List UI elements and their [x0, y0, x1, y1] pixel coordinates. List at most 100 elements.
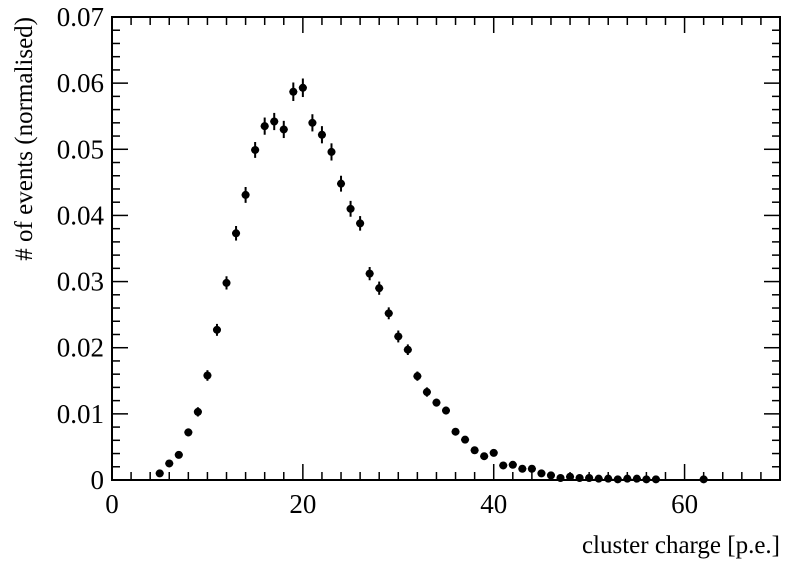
- data-point: [174, 450, 183, 459]
- marker: [337, 179, 346, 188]
- marker: [585, 474, 594, 483]
- data-point: [432, 398, 441, 407]
- marker: [651, 475, 660, 484]
- marker: [508, 460, 517, 469]
- data-point: [480, 452, 489, 461]
- marker: [222, 278, 231, 287]
- data-point: [222, 276, 231, 290]
- data-point: [365, 267, 374, 281]
- marker: [241, 190, 250, 199]
- data-point: [537, 469, 546, 478]
- data-point: [518, 464, 527, 473]
- data-point: [212, 323, 221, 336]
- data-point: [699, 475, 708, 484]
- marker: [642, 475, 651, 484]
- marker: [308, 118, 317, 127]
- marker: [480, 452, 489, 461]
- data-point: [251, 142, 260, 158]
- plot-frame: [111, 16, 781, 481]
- marker: [537, 469, 546, 478]
- marker: [375, 284, 384, 293]
- y-axis-label: # of events (normalised): [11, 17, 38, 261]
- data-point: [422, 387, 431, 397]
- marker: [165, 459, 174, 468]
- marker: [546, 471, 555, 480]
- marker: [489, 448, 498, 457]
- marker: [422, 388, 431, 397]
- marker: [403, 345, 412, 354]
- marker: [193, 407, 202, 416]
- data-point: [155, 469, 164, 478]
- marker: [384, 309, 393, 318]
- data-point: [613, 475, 622, 484]
- marker: [298, 83, 307, 92]
- data-point: [327, 143, 336, 161]
- data-point: [604, 474, 613, 483]
- x-tick-label: 40: [480, 489, 507, 519]
- marker: [461, 435, 470, 444]
- marker: [413, 372, 422, 381]
- data-point: [508, 460, 517, 469]
- marker: [594, 474, 603, 483]
- data-point: [566, 472, 575, 481]
- data-point: [403, 344, 412, 355]
- marker: [623, 474, 632, 483]
- data-point: [499, 461, 508, 470]
- data-point: [270, 112, 279, 131]
- marker: [556, 474, 565, 483]
- data-point: [585, 474, 594, 483]
- data-point: [632, 474, 641, 483]
- data-point: [651, 475, 660, 484]
- marker: [613, 475, 622, 484]
- y-tick-label: 0.03: [57, 267, 104, 297]
- data-point: [594, 474, 603, 483]
- y-tick-label: 0.02: [57, 333, 104, 363]
- data-point: [193, 407, 202, 417]
- marker: [346, 204, 355, 213]
- y-tick-label: 0.05: [57, 134, 104, 164]
- marker: [289, 87, 298, 96]
- marker: [442, 406, 450, 415]
- data-point: [298, 78, 307, 98]
- marker: [317, 130, 326, 139]
- axis-ticks: [111, 16, 781, 481]
- marker: [279, 125, 288, 134]
- data-point: [260, 117, 269, 135]
- x-tick-label: 20: [289, 489, 316, 519]
- marker: [527, 464, 536, 473]
- marker: [327, 147, 336, 156]
- data-point: [394, 330, 403, 343]
- data-point: [203, 370, 212, 381]
- data-point: [642, 475, 651, 484]
- marker: [566, 472, 575, 481]
- y-tick-label: 0.07: [57, 2, 104, 32]
- data-point: [337, 175, 346, 192]
- marker: [184, 428, 193, 437]
- y-tick-label: 0.04: [57, 200, 105, 230]
- marker: [251, 145, 260, 154]
- data-point: [356, 216, 365, 231]
- data-point: [527, 464, 536, 473]
- marker: [575, 474, 584, 483]
- data-point: [489, 448, 498, 457]
- marker: [356, 219, 365, 228]
- data-point: [546, 471, 555, 480]
- data-point: [375, 281, 384, 295]
- marker: [518, 464, 527, 473]
- data-point: [384, 307, 393, 320]
- marker: [451, 427, 460, 436]
- marker: [499, 461, 508, 470]
- x-tick-label: 0: [105, 489, 119, 519]
- marker: [155, 469, 164, 478]
- marker: [174, 450, 183, 459]
- data-point: [232, 226, 241, 241]
- data-point: [442, 406, 450, 415]
- marker: [432, 398, 441, 407]
- marker: [203, 371, 212, 380]
- x-tick-label: 60: [671, 489, 698, 519]
- marker: [632, 474, 641, 483]
- y-tick-label: 0.06: [57, 68, 104, 98]
- data-point: [623, 474, 632, 483]
- tick-labels: 0 20 40 60 0 0.01 0.02 0.03 0.04 0.05 0.06 0.07: [57, 2, 698, 519]
